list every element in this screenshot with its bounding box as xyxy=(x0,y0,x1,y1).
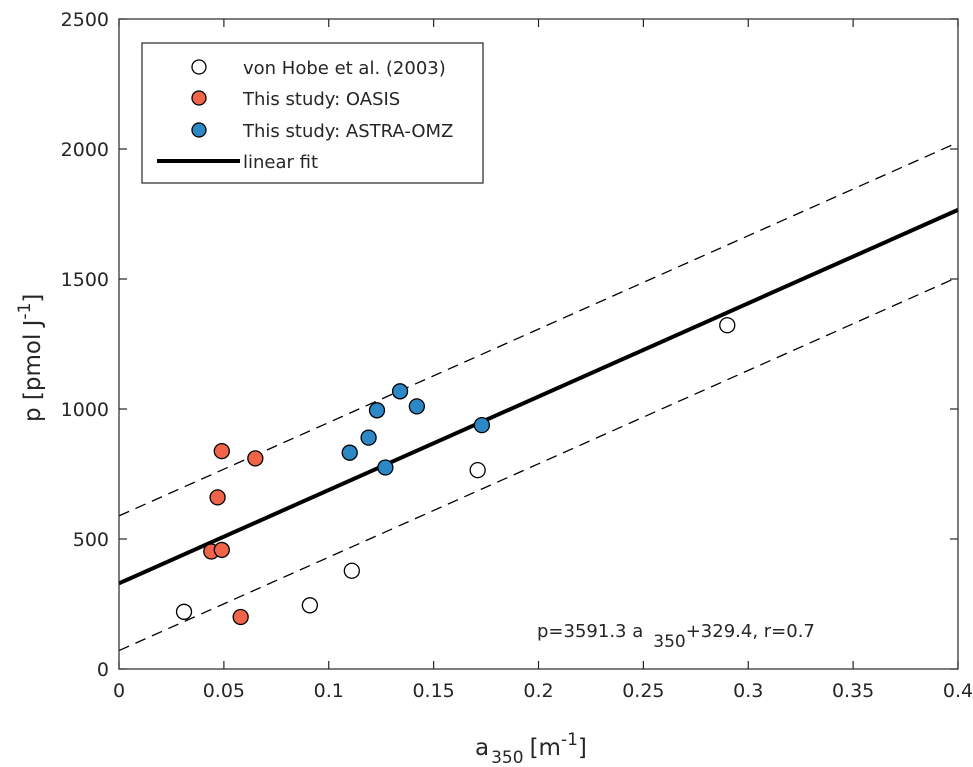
data-point-series-2 xyxy=(473,416,491,434)
x-tick-label: 0.3 xyxy=(733,680,763,702)
x-tick-label: 0.35 xyxy=(832,680,874,702)
data-point-series-1 xyxy=(213,442,230,460)
x-tick-label: 0.4 xyxy=(943,680,973,702)
y-axis-title: p [pmol J-1] xyxy=(15,294,46,422)
data-point-series-1 xyxy=(247,450,264,467)
legend-marker-astra xyxy=(191,122,207,138)
data-point-series-2 xyxy=(377,459,394,476)
fit-equation-pre: p=3591.3 a xyxy=(537,621,643,642)
y-tick-label: 0 xyxy=(97,659,109,681)
y-axis-title-text: p [pmol J xyxy=(20,320,46,422)
legend-label-astra: This study: ASTRA-OMZ xyxy=(242,121,453,142)
x-axis-title-unit: [m xyxy=(530,735,561,761)
x-tick-label: 0.2 xyxy=(523,680,553,702)
legend: von Hobe et al. (2003) This study: OASIS… xyxy=(141,42,484,184)
legend-label-fit: linear fit xyxy=(243,152,318,173)
fit-line-group xyxy=(118,208,959,586)
data-points xyxy=(175,317,736,626)
data-point-series-1 xyxy=(232,608,249,626)
fit-equation-annotation: p=3591.3 a 350+329.4, r=0.7 xyxy=(537,621,815,652)
data-point-series-0 xyxy=(343,562,360,579)
x-axis-title-sub: 350 xyxy=(491,748,523,767)
legend-label-oasis: This study: OASIS xyxy=(242,89,400,110)
fit-equation-sub: 350 xyxy=(653,632,685,652)
data-point-series-1 xyxy=(209,489,226,506)
data-point-series-0 xyxy=(301,597,319,614)
linear-fit-line xyxy=(118,208,959,586)
y-axis: 0 500 1000 1500 2000 2500 xyxy=(61,9,958,681)
x-axis-title-unit-close: ] xyxy=(578,735,587,761)
lower-bound-line xyxy=(118,276,959,652)
data-point-series-1 xyxy=(213,541,230,559)
y-axis-title-close: ] xyxy=(20,294,46,303)
data-point-series-2 xyxy=(341,444,358,461)
x-axis-title-base: a xyxy=(475,735,489,761)
y-tick-label: 2000 xyxy=(61,139,109,161)
data-point-series-0 xyxy=(469,461,486,479)
legend-label-von-hobe: von Hobe et al. (2003) xyxy=(243,58,446,79)
fit-equation-post: +329.4, r=0.7 xyxy=(686,621,815,642)
data-point-series-0 xyxy=(175,603,193,620)
x-axis: 0 0.05 0.1 0.15 0.2 0.25 0.3 0.35 0.4 xyxy=(113,19,973,702)
legend-marker-von-hobe xyxy=(191,59,207,75)
y-tick-label: 1000 xyxy=(61,399,109,421)
x-tick-label: 0.15 xyxy=(412,680,454,702)
data-point-series-2 xyxy=(360,429,377,446)
x-axis-title: a 350 [m-1] xyxy=(475,730,587,767)
y-tick-label: 2500 xyxy=(61,9,109,31)
x-axis-title-unit-sup: -1 xyxy=(561,730,578,750)
x-tick-label: 0.05 xyxy=(203,680,245,702)
data-point-series-2 xyxy=(408,398,425,415)
data-point-series-2 xyxy=(368,402,386,419)
x-tick-label: 0 xyxy=(113,680,125,702)
data-point-series-2 xyxy=(391,383,409,400)
data-point-series-0 xyxy=(719,317,736,334)
y-axis-title-sup: -1 xyxy=(15,303,35,320)
legend-marker-oasis xyxy=(191,90,207,106)
x-tick-label: 0.1 xyxy=(314,680,344,702)
x-tick-label: 0.25 xyxy=(622,680,664,702)
y-tick-label: 500 xyxy=(73,529,109,551)
y-tick-label: 1500 xyxy=(61,269,109,291)
